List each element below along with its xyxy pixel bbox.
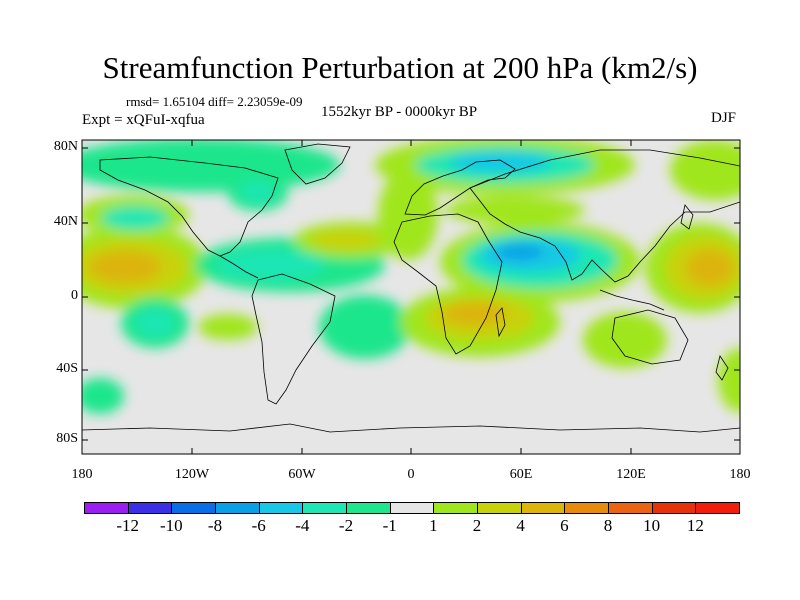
map-title: Streamfunction Perturbation at 200 hPa (… <box>102 50 698 85</box>
field-blob <box>378 170 438 260</box>
lon-label: 60W <box>288 467 316 482</box>
field-blob <box>583 312 667 368</box>
colorbar-label: -12 <box>116 516 139 535</box>
coast-north-america <box>99 156 279 257</box>
field-blob <box>445 196 585 224</box>
period-label: 1552kyr BP - 0000kyr BP <box>321 104 478 120</box>
colorbar-label: 8 <box>603 516 613 535</box>
field-blob <box>89 251 161 283</box>
colorbar-swatch <box>477 502 522 514</box>
colorbar-swatch <box>651 502 697 514</box>
field-blob <box>135 309 175 337</box>
field-blob <box>82 378 124 414</box>
colorbar-swatch <box>695 502 740 514</box>
coast-indonesia <box>599 289 665 311</box>
contour-field <box>82 140 740 414</box>
colorbar-swatch <box>127 502 173 514</box>
field-blob <box>450 152 550 172</box>
colorbar-label: 6 <box>560 516 569 535</box>
lat-label: 0 <box>71 288 78 303</box>
colorbar-label: 4 <box>516 516 525 535</box>
colorbar-swatch <box>258 502 304 514</box>
coast-japan <box>680 204 694 230</box>
field-blob <box>443 302 507 326</box>
colorbar-swatch <box>215 502 260 514</box>
coast-australia <box>611 309 689 365</box>
field-blob <box>718 348 740 412</box>
coast-antarctica <box>82 423 740 433</box>
field-blob <box>198 314 258 340</box>
coast-south-america <box>251 273 336 405</box>
coast-europe <box>404 159 516 216</box>
colorbar-label: -1 <box>382 516 397 535</box>
field-blob <box>215 249 325 281</box>
coast-central-america <box>219 255 259 279</box>
season-label: DJF <box>711 110 737 126</box>
coast-africa <box>393 213 503 355</box>
colorbar-label: -2 <box>338 516 354 535</box>
colorbar-label: 1 <box>429 516 438 535</box>
lat-label: 80N <box>53 139 78 154</box>
colorbar-label: -10 <box>159 516 183 535</box>
field-blob <box>670 140 740 200</box>
lat-label: 80S <box>56 431 78 446</box>
colorbar-swatch <box>302 502 347 514</box>
coast-new-zealand <box>715 355 729 381</box>
colorbar-swatch <box>389 502 435 514</box>
colorbar-swatch <box>608 502 653 514</box>
coastlines <box>82 143 740 433</box>
colorbar-swatch <box>171 502 216 514</box>
colorbar-label: 2 <box>472 516 482 535</box>
lon-label: 60E <box>509 467 533 482</box>
lon-label: 180 <box>71 467 93 482</box>
colorbar-label: -4 <box>295 516 310 535</box>
colorbar-swatch <box>346 502 391 514</box>
colorbar-swatch <box>520 502 566 514</box>
field-blob <box>240 182 276 202</box>
colorbar-swatch <box>84 502 129 514</box>
field-blob <box>496 244 544 260</box>
axis-ticks <box>81 140 741 454</box>
stats-text: rmsd= 1.65104 diff= 2.23059e-09 <box>126 94 303 109</box>
coast-asia <box>469 149 740 283</box>
lat-label: 40N <box>53 214 78 229</box>
lon-label: 180 <box>729 467 751 482</box>
field-blob <box>309 230 381 250</box>
lon-label: 120W <box>174 467 210 482</box>
colorbar-swatch <box>433 502 478 514</box>
colorbar-label: -6 <box>251 516 266 535</box>
colorbar-label: 10 <box>643 516 661 535</box>
field-blob <box>82 140 340 192</box>
field-blob <box>686 250 734 286</box>
coast-greenland <box>284 143 351 185</box>
lat-label: 40S <box>56 361 78 376</box>
colorbar-label: 12 <box>686 516 704 535</box>
lon-label: 0 <box>407 467 415 482</box>
coast-madagascar <box>495 307 506 338</box>
colorbar-swatch <box>564 502 609 514</box>
colorbar-label: -8 <box>207 516 223 535</box>
experiment-label: Expt = xQFuI-xqfua <box>82 112 205 128</box>
field-blob <box>101 206 169 230</box>
field-blob <box>319 295 411 359</box>
lon-label: 120E <box>616 467 646 482</box>
